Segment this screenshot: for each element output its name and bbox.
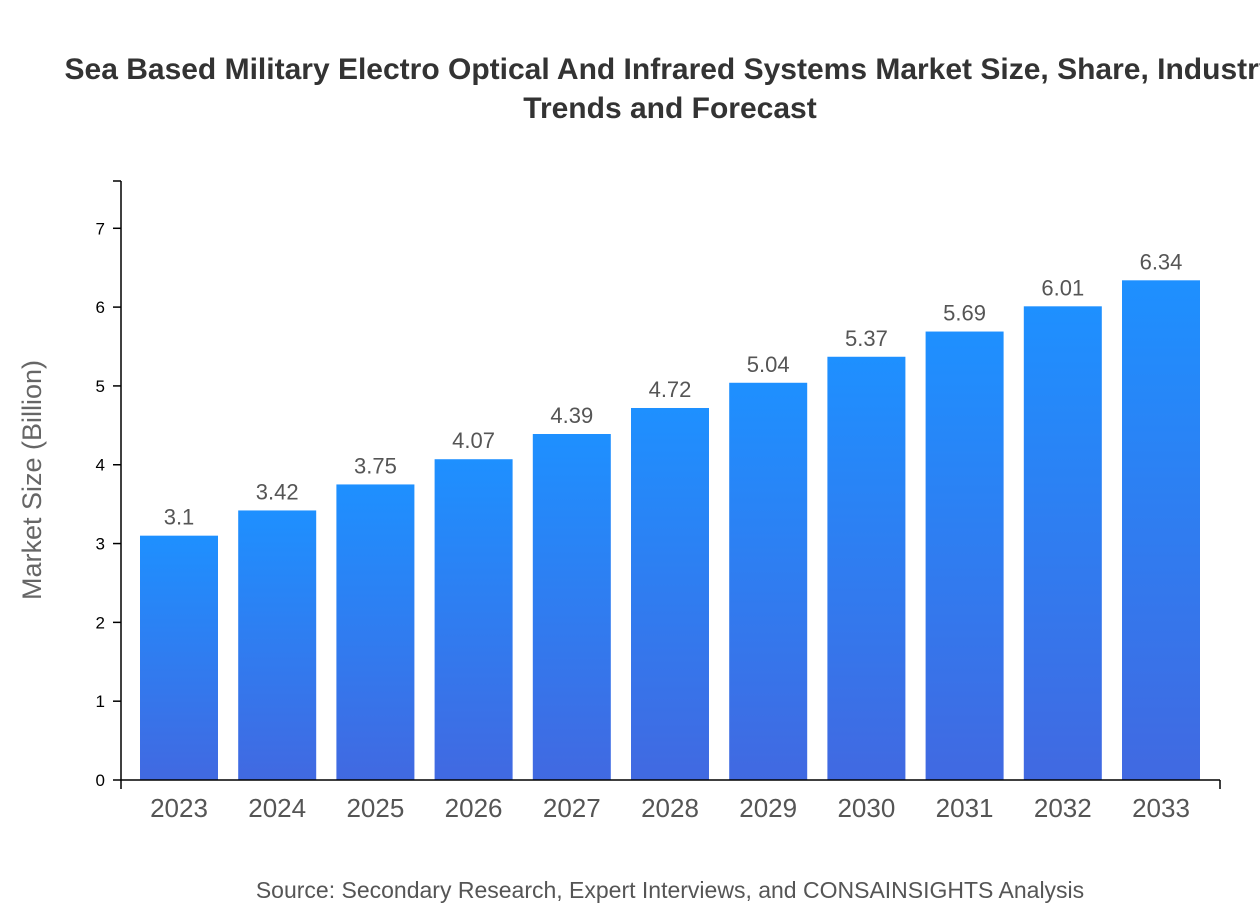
bar-2023 bbox=[140, 535, 218, 780]
x-tick-label-2032: 2032 bbox=[1034, 793, 1092, 823]
y-tick-label-5: 5 bbox=[96, 377, 105, 396]
data-label-2032: 6.01 bbox=[1041, 275, 1084, 300]
x-tick-label-2029: 2029 bbox=[739, 793, 797, 823]
data-label-2027: 4.39 bbox=[550, 403, 593, 428]
x-tick-label-2028: 2028 bbox=[641, 793, 699, 823]
data-label-2031: 5.69 bbox=[943, 301, 986, 326]
bar-2027 bbox=[532, 433, 611, 780]
x-tick-label-2026: 2026 bbox=[445, 793, 503, 823]
x-tick-label-2024: 2024 bbox=[248, 793, 306, 823]
x-tick-label-2030: 2030 bbox=[837, 793, 895, 823]
bar-2029 bbox=[729, 382, 808, 780]
bar-2033 bbox=[1122, 280, 1200, 780]
x-tick-label-2023: 2023 bbox=[150, 793, 208, 823]
y-axis-label: Market Size (Billion) bbox=[17, 360, 47, 600]
y-tick-label-0: 0 bbox=[96, 771, 105, 790]
data-label-2026: 4.07 bbox=[452, 428, 495, 453]
y-tick-label-3: 3 bbox=[96, 535, 105, 554]
data-label-2033: 6.34 bbox=[1140, 249, 1183, 274]
bar-2031 bbox=[925, 331, 1004, 780]
y-tick-label-4: 4 bbox=[96, 456, 105, 475]
data-label-2030: 5.37 bbox=[845, 326, 888, 351]
x-tick-label-2025: 2025 bbox=[346, 793, 404, 823]
y-tick-label-2: 2 bbox=[96, 613, 105, 632]
data-label-2023: 3.1 bbox=[164, 505, 195, 530]
y-tick-label-1: 1 bbox=[96, 692, 105, 711]
bar-2028 bbox=[631, 407, 709, 780]
bar-2030 bbox=[827, 356, 906, 780]
data-label-2028: 4.72 bbox=[649, 377, 692, 402]
chart-title: Sea Based Military Electro Optical And I… bbox=[64, 53, 1260, 125]
y-tick-label-6: 6 bbox=[96, 298, 105, 317]
data-label-2029: 5.04 bbox=[747, 352, 790, 377]
bar-2025 bbox=[336, 484, 415, 780]
y-tick-label-7: 7 bbox=[96, 219, 105, 238]
data-label-2025: 3.75 bbox=[354, 453, 397, 478]
data-label-2024: 3.42 bbox=[256, 479, 299, 504]
bar-2032 bbox=[1023, 306, 1102, 780]
bar-2026 bbox=[434, 459, 513, 780]
x-tick-label-2027: 2027 bbox=[543, 793, 601, 823]
source-note: Source: Secondary Research, Expert Inter… bbox=[255, 877, 1085, 903]
bar-2024 bbox=[238, 510, 317, 780]
x-tick-label-2033: 2033 bbox=[1132, 793, 1190, 823]
x-tick-label-2031: 2031 bbox=[936, 793, 994, 823]
